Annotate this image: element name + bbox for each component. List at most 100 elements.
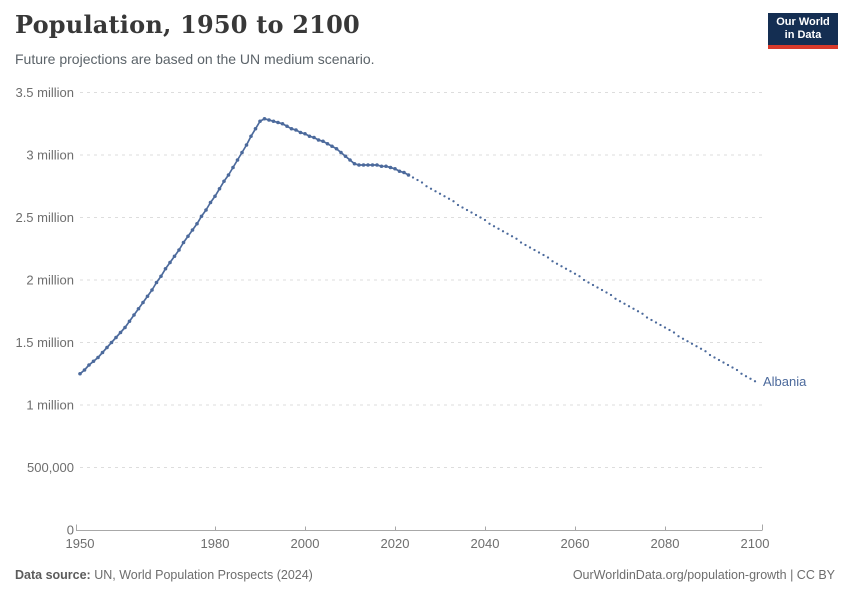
data-point[interactable]: [190, 228, 195, 232]
data-point[interactable]: [172, 254, 177, 259]
data-point[interactable]: [271, 119, 276, 124]
data-point[interactable]: [289, 126, 294, 131]
data-point[interactable]: [213, 194, 217, 199]
projection-dot[interactable]: [434, 190, 437, 193]
data-point[interactable]: [195, 221, 199, 226]
projection-dot[interactable]: [438, 192, 442, 195]
projection-dot[interactable]: [416, 178, 419, 182]
projection-dot[interactable]: [659, 323, 662, 327]
projection-dot[interactable]: [578, 275, 581, 278]
projection-dot[interactable]: [722, 361, 725, 364]
projection-dot[interactable]: [668, 328, 671, 332]
data-point[interactable]: [127, 319, 132, 324]
data-point[interactable]: [222, 179, 226, 184]
projection-dot[interactable]: [456, 203, 460, 207]
projection-dot[interactable]: [443, 195, 446, 198]
data-point[interactable]: [226, 173, 231, 177]
data-point[interactable]: [199, 214, 204, 219]
projection-dot[interactable]: [515, 237, 518, 240]
data-point[interactable]: [150, 288, 154, 292]
projection-dot[interactable]: [546, 256, 550, 259]
data-point[interactable]: [325, 141, 330, 146]
projection-dot[interactable]: [411, 176, 415, 179]
projection-dot[interactable]: [641, 312, 644, 315]
data-point[interactable]: [294, 128, 298, 132]
projection-dot[interactable]: [681, 337, 685, 340]
projection-dot[interactable]: [524, 243, 527, 247]
data-point[interactable]: [159, 274, 163, 279]
projection-dot[interactable]: [609, 293, 613, 297]
projection-dot[interactable]: [560, 265, 563, 268]
data-point[interactable]: [330, 144, 334, 149]
data-point[interactable]: [303, 131, 307, 136]
data-point[interactable]: [235, 158, 240, 162]
projection-dot[interactable]: [452, 200, 455, 203]
projection-dot[interactable]: [506, 232, 509, 235]
data-point[interactable]: [321, 139, 325, 144]
data-point[interactable]: [136, 306, 141, 311]
data-point[interactable]: [82, 368, 87, 372]
data-point[interactable]: [366, 163, 370, 167]
projection-dot[interactable]: [528, 246, 532, 249]
data-point[interactable]: [352, 161, 357, 166]
projection-dot[interactable]: [695, 345, 698, 348]
data-point[interactable]: [370, 163, 375, 167]
data-point[interactable]: [285, 124, 289, 129]
projection-dot[interactable]: [699, 347, 703, 350]
data-point[interactable]: [204, 208, 208, 212]
data-point[interactable]: [280, 121, 285, 126]
projection-dot[interactable]: [596, 286, 599, 289]
data-point[interactable]: [397, 169, 402, 174]
data-point[interactable]: [168, 260, 172, 265]
data-point[interactable]: [379, 164, 384, 169]
projection-dot[interactable]: [677, 335, 680, 338]
projection-dot[interactable]: [753, 380, 757, 383]
projection-dot[interactable]: [465, 208, 469, 212]
data-point[interactable]: [114, 335, 118, 340]
projection-dot[interactable]: [731, 366, 734, 369]
data-point[interactable]: [231, 165, 235, 170]
projection-dot[interactable]: [483, 218, 487, 222]
projection-dot[interactable]: [474, 213, 478, 217]
data-point[interactable]: [334, 146, 339, 151]
data-point[interactable]: [307, 134, 312, 139]
data-point[interactable]: [388, 165, 393, 170]
data-point[interactable]: [132, 313, 136, 317]
data-point[interactable]: [298, 130, 303, 135]
data-point[interactable]: [141, 300, 145, 305]
projection-dot[interactable]: [533, 248, 536, 252]
projection-dot[interactable]: [654, 321, 658, 324]
projection-dot[interactable]: [645, 316, 649, 319]
projection-dot[interactable]: [726, 363, 730, 367]
footer-link[interactable]: OurWorldinData.org/population-growth | C…: [572, 568, 835, 582]
data-point[interactable]: [91, 359, 96, 364]
data-point[interactable]: [339, 150, 343, 155]
projection-dot[interactable]: [461, 206, 464, 209]
projection-dot[interactable]: [717, 358, 721, 362]
data-point[interactable]: [262, 116, 267, 121]
data-point[interactable]: [145, 294, 150, 299]
data-point[interactable]: [249, 134, 253, 139]
data-point[interactable]: [393, 166, 397, 171]
data-point[interactable]: [384, 164, 388, 169]
projection-dot[interactable]: [551, 260, 554, 263]
data-point[interactable]: [267, 118, 271, 122]
projection-dot[interactable]: [708, 353, 712, 357]
projection-dot[interactable]: [497, 227, 500, 230]
projection-dot[interactable]: [447, 197, 451, 200]
data-point[interactable]: [109, 340, 114, 345]
projection-dot[interactable]: [582, 278, 586, 282]
projection-dot[interactable]: [479, 216, 482, 219]
entity-label[interactable]: Albania: [763, 374, 807, 389]
data-point[interactable]: [123, 325, 127, 330]
projection-dot[interactable]: [713, 356, 716, 359]
data-point[interactable]: [105, 345, 109, 350]
data-point[interactable]: [343, 154, 348, 159]
projection-dot[interactable]: [519, 241, 523, 244]
projection-dot[interactable]: [690, 342, 694, 345]
data-point[interactable]: [402, 170, 406, 175]
projection-dot[interactable]: [501, 230, 505, 233]
projection-dot[interactable]: [744, 375, 748, 378]
data-point[interactable]: [87, 363, 91, 367]
projection-dot[interactable]: [672, 331, 676, 334]
